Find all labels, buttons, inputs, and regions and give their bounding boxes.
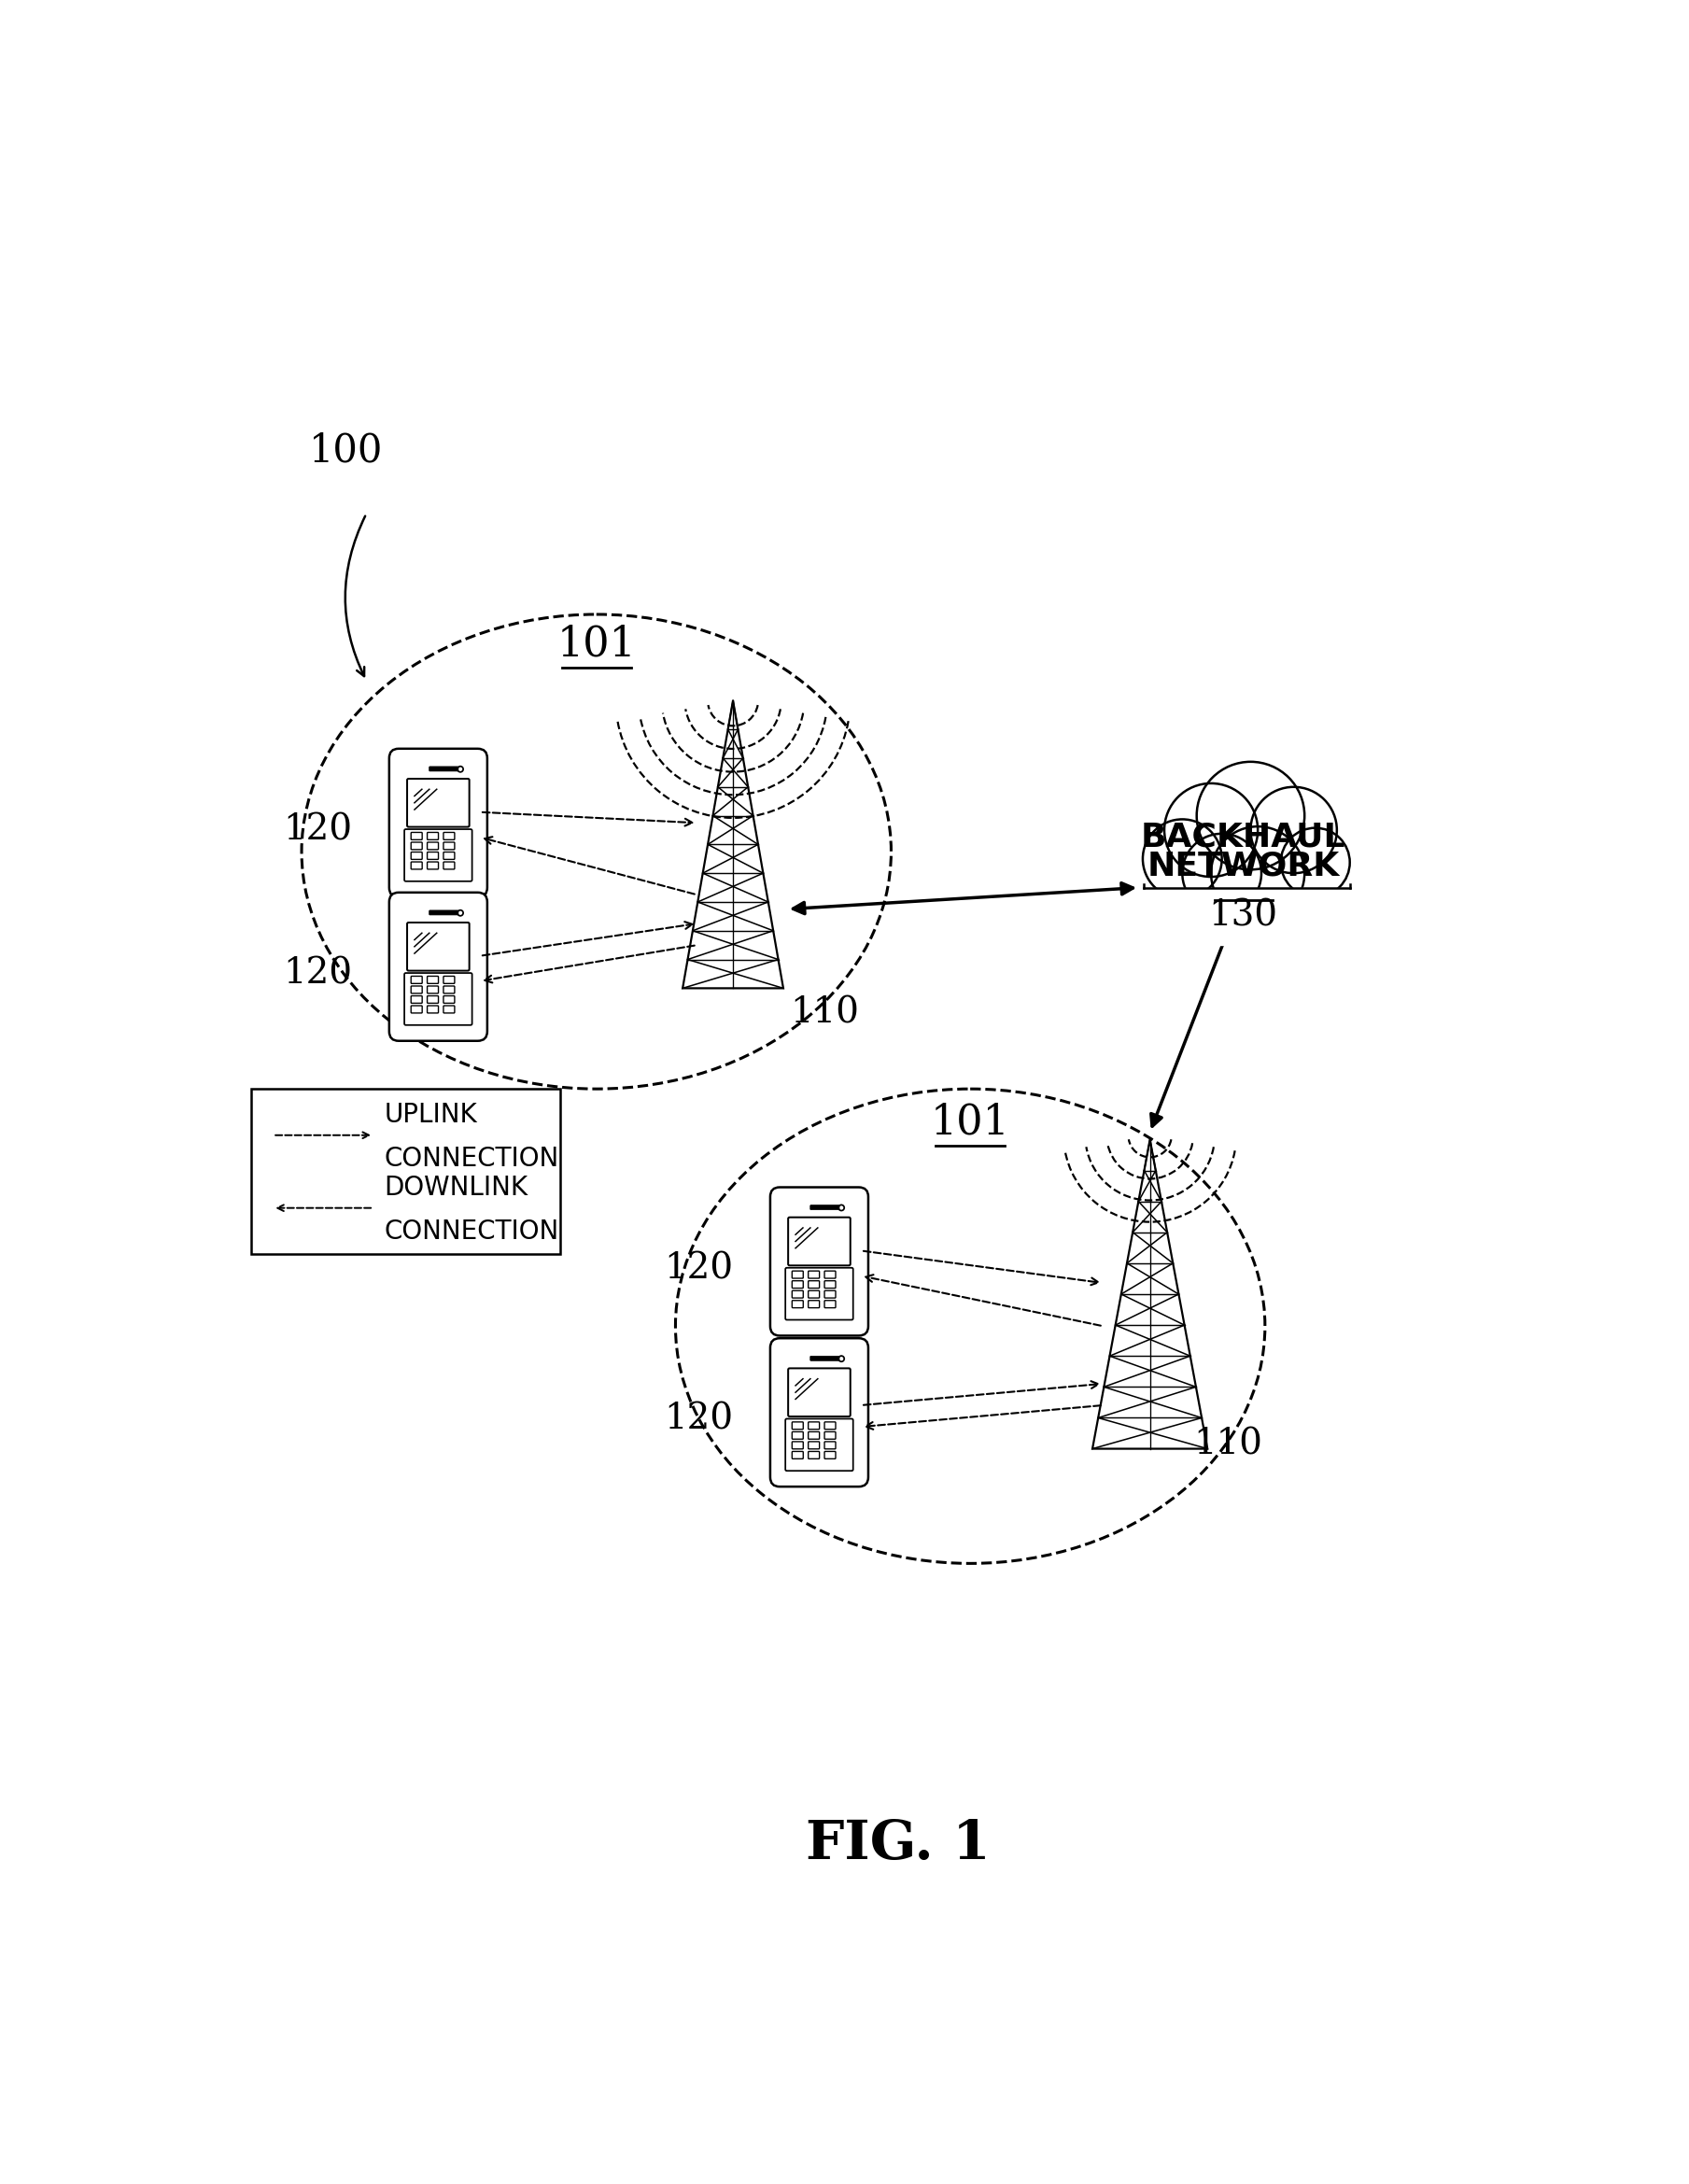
Circle shape bbox=[1164, 784, 1258, 876]
FancyBboxPatch shape bbox=[427, 832, 439, 839]
FancyBboxPatch shape bbox=[444, 1005, 454, 1013]
FancyBboxPatch shape bbox=[824, 1433, 836, 1439]
Text: 130: 130 bbox=[1209, 898, 1279, 933]
Text: BACKHAUL: BACKHAUL bbox=[1142, 821, 1346, 854]
FancyBboxPatch shape bbox=[824, 1271, 836, 1278]
FancyBboxPatch shape bbox=[410, 1005, 422, 1013]
Polygon shape bbox=[1143, 887, 1350, 946]
FancyBboxPatch shape bbox=[404, 974, 471, 1024]
Text: NETWORK: NETWORK bbox=[1147, 850, 1339, 882]
Text: 101: 101 bbox=[557, 625, 637, 664]
FancyBboxPatch shape bbox=[444, 863, 454, 869]
Text: 120: 120 bbox=[664, 1402, 733, 1437]
Text: 110: 110 bbox=[1192, 1426, 1262, 1461]
FancyBboxPatch shape bbox=[410, 976, 422, 983]
FancyBboxPatch shape bbox=[824, 1441, 836, 1448]
FancyBboxPatch shape bbox=[427, 852, 439, 858]
FancyBboxPatch shape bbox=[444, 985, 454, 994]
FancyBboxPatch shape bbox=[792, 1422, 804, 1428]
FancyBboxPatch shape bbox=[824, 1299, 836, 1308]
FancyBboxPatch shape bbox=[388, 749, 486, 898]
FancyBboxPatch shape bbox=[824, 1280, 836, 1289]
FancyBboxPatch shape bbox=[444, 996, 454, 1002]
Text: DOWNLINK: DOWNLINK bbox=[385, 1175, 529, 1201]
FancyBboxPatch shape bbox=[410, 843, 422, 850]
FancyBboxPatch shape bbox=[792, 1452, 804, 1459]
FancyBboxPatch shape bbox=[809, 1271, 819, 1278]
FancyBboxPatch shape bbox=[427, 1005, 439, 1013]
FancyBboxPatch shape bbox=[809, 1433, 819, 1439]
Text: 120: 120 bbox=[664, 1251, 733, 1286]
Text: CONNECTION: CONNECTION bbox=[385, 1219, 559, 1245]
FancyBboxPatch shape bbox=[789, 1369, 850, 1417]
Text: FIG. 1: FIG. 1 bbox=[806, 1817, 991, 1870]
FancyBboxPatch shape bbox=[792, 1441, 804, 1448]
FancyBboxPatch shape bbox=[444, 976, 454, 983]
FancyBboxPatch shape bbox=[809, 1452, 819, 1459]
FancyBboxPatch shape bbox=[809, 1422, 819, 1428]
FancyBboxPatch shape bbox=[410, 985, 422, 994]
FancyBboxPatch shape bbox=[792, 1280, 804, 1289]
FancyBboxPatch shape bbox=[789, 1216, 850, 1265]
Circle shape bbox=[1250, 786, 1338, 874]
Circle shape bbox=[1211, 826, 1304, 919]
FancyBboxPatch shape bbox=[770, 1339, 868, 1487]
FancyBboxPatch shape bbox=[427, 985, 439, 994]
FancyBboxPatch shape bbox=[427, 863, 439, 869]
Circle shape bbox=[1198, 762, 1304, 869]
FancyBboxPatch shape bbox=[811, 1206, 839, 1210]
FancyBboxPatch shape bbox=[824, 1452, 836, 1459]
Text: 101: 101 bbox=[931, 1103, 1010, 1142]
FancyBboxPatch shape bbox=[410, 852, 422, 858]
Text: 100: 100 bbox=[309, 432, 383, 470]
Text: UPLINK: UPLINK bbox=[385, 1103, 478, 1127]
FancyBboxPatch shape bbox=[792, 1291, 804, 1297]
FancyBboxPatch shape bbox=[792, 1299, 804, 1308]
FancyBboxPatch shape bbox=[785, 1267, 853, 1319]
FancyBboxPatch shape bbox=[809, 1280, 819, 1289]
Circle shape bbox=[1182, 834, 1262, 913]
FancyBboxPatch shape bbox=[444, 852, 454, 858]
FancyBboxPatch shape bbox=[444, 843, 454, 850]
Circle shape bbox=[1280, 828, 1350, 898]
FancyBboxPatch shape bbox=[809, 1299, 819, 1308]
FancyBboxPatch shape bbox=[427, 843, 439, 850]
FancyBboxPatch shape bbox=[404, 830, 471, 882]
FancyBboxPatch shape bbox=[824, 1291, 836, 1297]
Circle shape bbox=[1143, 819, 1221, 898]
FancyBboxPatch shape bbox=[809, 1291, 819, 1297]
FancyBboxPatch shape bbox=[792, 1433, 804, 1439]
FancyBboxPatch shape bbox=[444, 832, 454, 839]
FancyBboxPatch shape bbox=[809, 1441, 819, 1448]
FancyBboxPatch shape bbox=[811, 1356, 839, 1361]
Text: 110: 110 bbox=[790, 996, 860, 1031]
Text: CONNECTION: CONNECTION bbox=[385, 1147, 559, 1173]
FancyBboxPatch shape bbox=[427, 996, 439, 1002]
FancyBboxPatch shape bbox=[429, 767, 458, 771]
FancyBboxPatch shape bbox=[410, 863, 422, 869]
FancyBboxPatch shape bbox=[427, 976, 439, 983]
FancyBboxPatch shape bbox=[410, 996, 422, 1002]
FancyBboxPatch shape bbox=[407, 780, 470, 828]
Text: 120: 120 bbox=[282, 812, 351, 847]
FancyBboxPatch shape bbox=[824, 1422, 836, 1428]
FancyBboxPatch shape bbox=[407, 922, 470, 970]
FancyBboxPatch shape bbox=[410, 832, 422, 839]
Text: 120: 120 bbox=[282, 957, 351, 992]
FancyBboxPatch shape bbox=[388, 893, 486, 1042]
FancyBboxPatch shape bbox=[429, 911, 458, 915]
FancyBboxPatch shape bbox=[770, 1188, 868, 1337]
FancyBboxPatch shape bbox=[785, 1420, 853, 1470]
FancyBboxPatch shape bbox=[792, 1271, 804, 1278]
